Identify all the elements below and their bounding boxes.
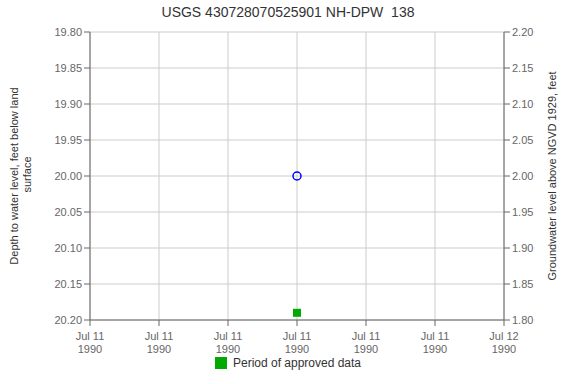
svg-text:20.10: 20.10 bbox=[54, 242, 82, 254]
svg-text:2.05: 2.05 bbox=[512, 134, 533, 146]
svg-text:2.20: 2.20 bbox=[512, 26, 533, 38]
svg-text:Jul 121990: Jul 121990 bbox=[489, 330, 518, 355]
svg-text:19.85: 19.85 bbox=[54, 62, 82, 74]
svg-text:1.85: 1.85 bbox=[512, 278, 533, 290]
svg-text:Jul 111990: Jul 111990 bbox=[421, 330, 450, 355]
svg-text:2.10: 2.10 bbox=[512, 98, 533, 110]
svg-text:1.80: 1.80 bbox=[512, 314, 533, 326]
svg-text:19.80: 19.80 bbox=[54, 26, 82, 38]
svg-text:Jul 111990: Jul 111990 bbox=[352, 330, 381, 355]
svg-text:Depth to water level, feet bel: Depth to water level, feet below land su… bbox=[8, 87, 33, 264]
svg-text:19.95: 19.95 bbox=[54, 134, 82, 146]
svg-text:20.05: 20.05 bbox=[54, 206, 82, 218]
svg-text:1.90: 1.90 bbox=[512, 242, 533, 254]
svg-text:20.15: 20.15 bbox=[54, 278, 82, 290]
svg-text:20.00: 20.00 bbox=[54, 170, 82, 182]
svg-text:20.20: 20.20 bbox=[54, 314, 82, 326]
svg-text:Jul 111990: Jul 111990 bbox=[214, 330, 243, 355]
svg-text:1.95: 1.95 bbox=[512, 206, 533, 218]
svg-text:Jul 111990: Jul 111990 bbox=[283, 330, 312, 355]
svg-text:2.00: 2.00 bbox=[512, 170, 533, 182]
html-text:USGS 430728070525901 NH-DPW 13: USGS 430728070525901 NH-DPW 138 bbox=[161, 4, 415, 20]
html-text:Period of approved data: Period of approved data bbox=[233, 356, 361, 370]
svg-text:2.15: 2.15 bbox=[512, 62, 533, 74]
svg-text:19.90: 19.90 bbox=[54, 98, 82, 110]
svg-text:Groundwater level above NGVD 1: Groundwater level above NGVD 1929, feet bbox=[546, 71, 558, 280]
svg-text:Jul 111990: Jul 111990 bbox=[76, 330, 105, 355]
svg-text:Jul 111990: Jul 111990 bbox=[145, 330, 174, 355]
